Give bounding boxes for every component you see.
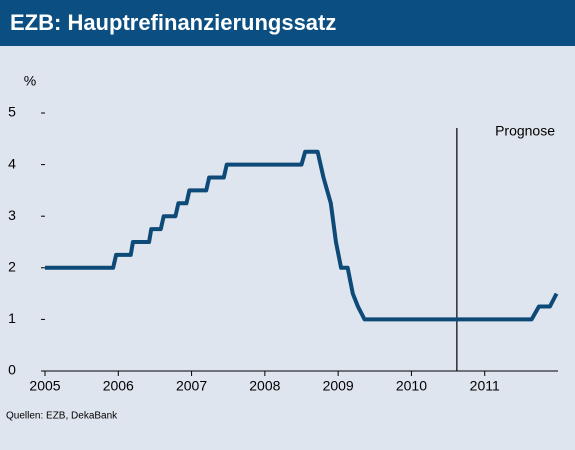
y-tick-label: 0: [8, 362, 16, 378]
x-tick-label: 2008: [249, 378, 280, 394]
header: [0, 0, 575, 46]
x-tick-label: 2011: [470, 378, 500, 394]
chart-title: EZB: Hauptrefinanzierungssatz: [10, 10, 336, 35]
annotation: Prognose: [495, 123, 555, 139]
y-tick-label: 2: [8, 259, 16, 275]
source: Quellen: EZB, DekaBank: [6, 411, 118, 422]
x-tick-label: 2009: [323, 378, 354, 394]
y-tick-label: 5: [8, 104, 16, 120]
line: [45, 149, 559, 322]
x-tick-label: 2007: [176, 378, 207, 394]
y-tick-label: 1: [8, 310, 16, 326]
y-tick-label: 3: [8, 207, 16, 223]
x-tick-label: 2010: [396, 378, 427, 394]
y-tick-label: 4: [8, 155, 16, 171]
x-tick-label: 2005: [29, 378, 60, 394]
y-axis-label: %: [24, 73, 36, 89]
x-tick-label: 2006: [103, 378, 134, 394]
